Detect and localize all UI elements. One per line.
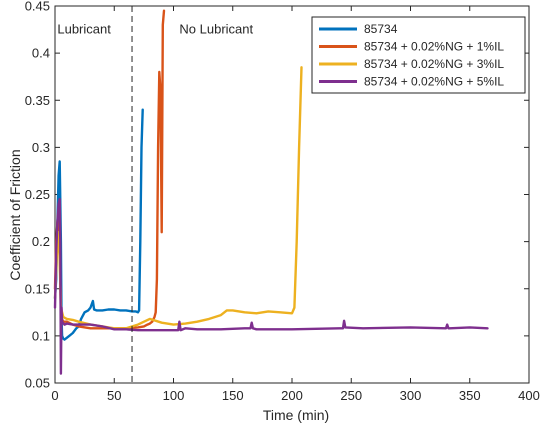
legend-entry-label: 85734 + 0.02%NG + 3%IL [364,57,504,71]
x-tick-label: 150 [222,388,244,403]
y-tick-label: 0.45 [25,0,50,14]
annotation-layer: Lubricant No Lubricant [57,6,254,383]
x-tick-label: 0 [51,388,58,403]
y-tick-label: 0.4 [32,46,50,61]
x-tick-label: 400 [518,388,540,403]
series-layer [53,9,489,375]
x-tick-label: 100 [163,388,185,403]
x-tick-label: 50 [107,388,121,403]
annotation-label: No Lubricant [179,22,253,37]
y-tick-label: 0.35 [25,93,50,108]
annotation-label: Lubricant [57,22,111,37]
y-tick-label: 0.2 [32,234,50,249]
series-line-4 [53,197,489,375]
y-tick-label: 0.3 [32,140,50,155]
x-tick-label: 250 [340,388,362,403]
legend-entry-label: 85734 [364,22,398,36]
legend: 85734 85734 + 0.02%NG + 1%IL 85734 + 0.02%… [311,16,526,94]
x-axis-label: Time (min) [263,407,329,423]
y-tick-label: 0.15 [25,281,50,296]
axis-ticks: 0 50 100 150 200 250 300 350 400 0.05 0.1 0.15 0.2 0.… [25,0,540,403]
x-tick-label: 300 [400,388,422,403]
y-tick-label: 0.1 [32,328,50,343]
y-tick-label: 0.05 [25,376,50,391]
legend-entry-label: 85734 + 0.02%NG + 5%IL [364,75,504,89]
legend-entry-label: 85734 + 0.02%NG + 1%IL [364,40,504,54]
y-axis-label: Coefficient of Friction [7,149,23,280]
x-tick-label: 350 [459,388,481,403]
x-tick-label: 200 [281,388,303,403]
y-tick-label: 0.25 [25,187,50,202]
